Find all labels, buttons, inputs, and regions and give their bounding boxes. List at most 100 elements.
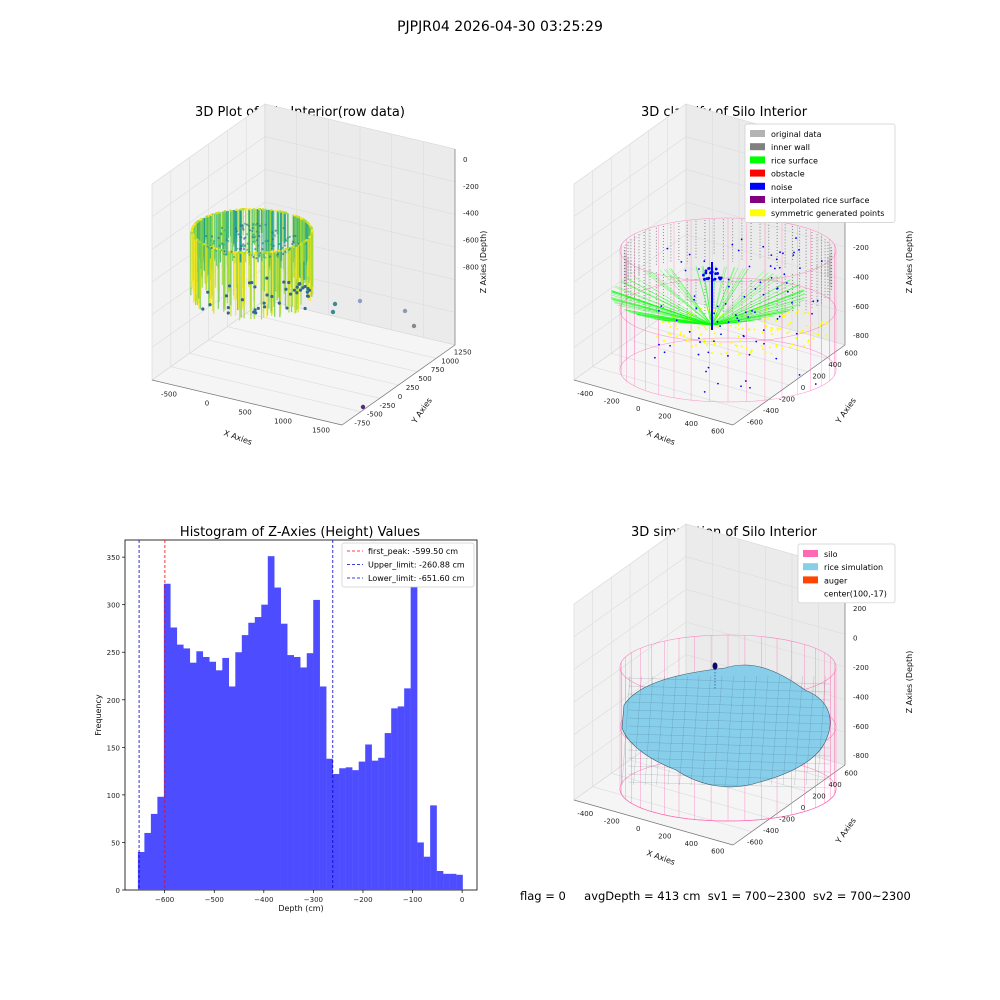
data-point xyxy=(252,251,256,255)
symmetric-point xyxy=(782,313,785,316)
noise-point xyxy=(727,285,730,288)
histogram-bar xyxy=(215,670,223,890)
x-axis-line xyxy=(151,379,343,426)
y-tick-label: 0 xyxy=(801,384,805,392)
symmetric-point xyxy=(713,342,716,345)
histogram-bar xyxy=(339,768,346,890)
data-point xyxy=(195,221,198,225)
y-tick-label: 200 xyxy=(107,697,120,705)
surface-mesh-line xyxy=(782,675,792,786)
sv1-text: sv1 = 700~2300 xyxy=(707,889,806,903)
noise-point xyxy=(734,314,737,316)
y-tick-label: 750 xyxy=(431,366,444,374)
y-tick-label: 350 xyxy=(107,554,120,562)
z-tick-label: -200 xyxy=(853,664,869,672)
flag-text: flag = 0 xyxy=(520,889,566,903)
histogram-bar xyxy=(443,873,450,890)
rice-surface-point xyxy=(627,278,713,326)
y-tick-label: 400 xyxy=(828,361,841,369)
symmetric-point xyxy=(740,345,743,348)
x-tick-label: −200 xyxy=(353,896,372,904)
y-tick-label: 100 xyxy=(107,792,120,800)
surface-mesh-line xyxy=(627,693,831,701)
noise-point xyxy=(749,386,751,389)
symmetric-point xyxy=(775,319,778,322)
data-point xyxy=(264,240,267,243)
symmetric-point xyxy=(770,332,773,335)
legend-frame xyxy=(341,542,475,588)
rice-surface-point xyxy=(614,302,713,326)
y-tick-label: 400 xyxy=(828,781,841,789)
noise-point xyxy=(792,254,795,257)
y-tick-label: -500 xyxy=(367,411,383,419)
histogram-bar xyxy=(306,653,314,890)
panel2-zlabel: Z Axies (Depth) xyxy=(905,231,914,294)
panel2-ylabel: Y Axies xyxy=(833,396,858,426)
noise-point xyxy=(762,329,765,332)
noise-point xyxy=(799,267,801,270)
rice-surface-point xyxy=(645,272,713,326)
surface-mesh-line xyxy=(627,677,831,685)
y-tick-label: 1000 xyxy=(441,357,459,365)
histogram-bar xyxy=(332,773,340,890)
symmetric-point xyxy=(812,332,815,335)
data-point xyxy=(252,233,255,236)
rice-surface-point xyxy=(659,269,713,326)
data-point xyxy=(253,285,257,289)
symmetric-point xyxy=(676,327,679,330)
rice-surface-point xyxy=(711,290,805,326)
symmetric-point xyxy=(770,329,773,332)
symmetric-point xyxy=(668,321,671,324)
symmetric-point xyxy=(713,332,716,335)
noise-point xyxy=(759,281,762,284)
noise-point xyxy=(762,245,765,248)
y-axis-line xyxy=(732,764,846,846)
symmetric-point xyxy=(690,345,693,348)
symmetric-point xyxy=(826,322,829,325)
y-tick-label: 200 xyxy=(812,793,825,801)
symmetric-point xyxy=(788,330,791,333)
noise-point xyxy=(782,252,784,255)
histogram-bar xyxy=(326,758,333,890)
x-tick-label: -400 xyxy=(577,810,593,818)
data-point xyxy=(246,248,249,251)
histogram-bar xyxy=(163,583,171,890)
silo-front-arc xyxy=(619,788,837,822)
grid-line xyxy=(264,136,456,182)
symmetric-point xyxy=(766,317,769,320)
data-point xyxy=(294,234,297,237)
rice-surface-point xyxy=(633,276,713,326)
data-point xyxy=(255,257,258,260)
data-point xyxy=(272,232,275,235)
outlier-point xyxy=(357,298,363,304)
histogram-bar xyxy=(378,757,385,890)
symmetric-point xyxy=(729,324,732,327)
data-point xyxy=(236,208,239,211)
data-point xyxy=(196,220,200,223)
symmetric-point xyxy=(736,350,739,353)
symmetric-point xyxy=(661,321,664,324)
noise-point xyxy=(798,249,800,251)
data-point xyxy=(282,227,285,230)
y-tick-label: 1250 xyxy=(454,348,472,356)
data-point xyxy=(245,233,249,236)
z-tick-label: -800 xyxy=(463,264,479,272)
noise-point xyxy=(707,366,710,369)
data-point xyxy=(295,291,299,295)
symmetric-point xyxy=(770,326,773,329)
data-point xyxy=(288,235,291,238)
data-point xyxy=(242,243,245,246)
x-tick-label: −400 xyxy=(254,896,273,904)
noise-point xyxy=(724,303,727,305)
histogram-bar xyxy=(241,635,249,890)
panel2-legend: original data inner wall rice surface obsta… xyxy=(744,123,896,223)
data-point xyxy=(208,244,212,247)
noise-point xyxy=(713,277,717,281)
data-point xyxy=(298,288,303,292)
surface-mesh-line xyxy=(725,675,734,786)
noise-point xyxy=(704,271,708,275)
data-point xyxy=(297,242,300,245)
x-tick-label: 0 xyxy=(636,405,640,413)
histogram-bar xyxy=(436,870,444,890)
x-tick-label: 200 xyxy=(658,832,671,840)
